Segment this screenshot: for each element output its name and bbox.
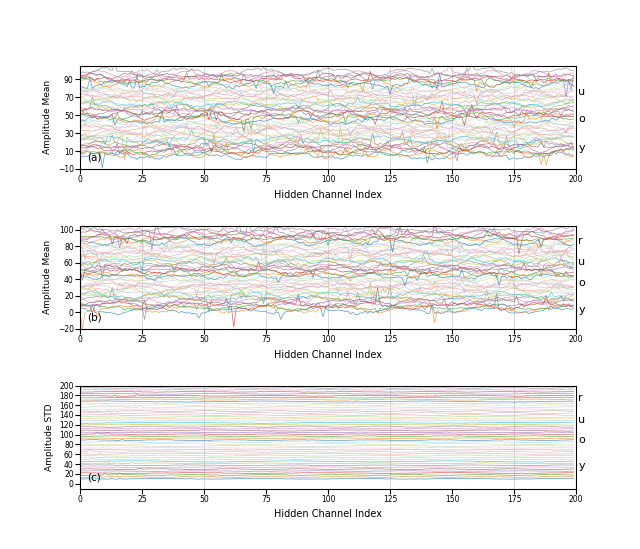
Text: y: y xyxy=(579,461,585,471)
Text: o: o xyxy=(579,115,585,125)
Text: y: y xyxy=(579,305,585,315)
Text: o: o xyxy=(579,278,585,288)
Text: r: r xyxy=(579,236,583,246)
Text: (a): (a) xyxy=(88,153,102,163)
X-axis label: Hidden Channel Index: Hidden Channel Index xyxy=(274,350,382,360)
Text: (b): (b) xyxy=(88,312,102,323)
Text: u: u xyxy=(579,257,586,267)
Y-axis label: Amplitude STD: Amplitude STD xyxy=(45,404,54,471)
X-axis label: Hidden Channel Index: Hidden Channel Index xyxy=(274,509,382,519)
Y-axis label: Amplitude Mean: Amplitude Mean xyxy=(43,80,52,154)
Text: u: u xyxy=(579,414,586,424)
X-axis label: Hidden Channel Index: Hidden Channel Index xyxy=(274,190,382,200)
Y-axis label: Amplitude Mean: Amplitude Mean xyxy=(43,240,52,315)
Text: u: u xyxy=(579,87,586,97)
Text: y: y xyxy=(579,143,585,153)
Text: (c): (c) xyxy=(88,473,101,483)
Text: o: o xyxy=(579,435,585,445)
Text: r: r xyxy=(579,393,583,403)
